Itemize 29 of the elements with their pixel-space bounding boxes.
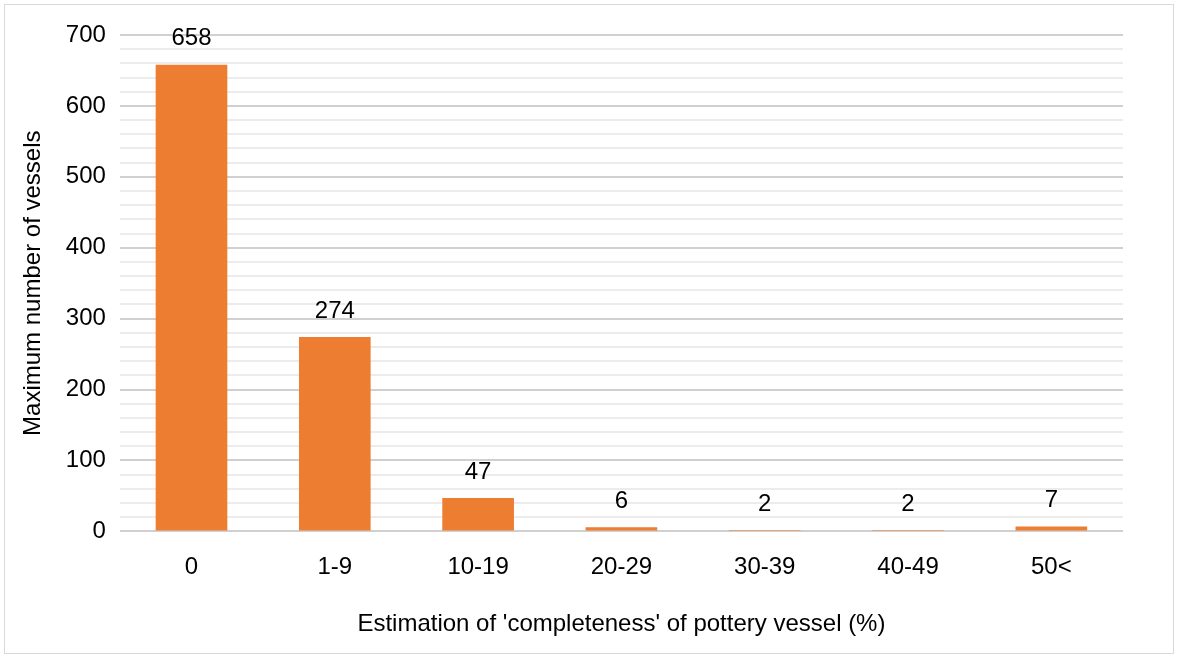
x-tick-label: 50< [1030, 552, 1072, 580]
y-axis-title: Maximum number of vessels [18, 130, 46, 436]
data-label: 2 [901, 488, 915, 516]
y-tick-label: 500 [65, 161, 106, 189]
bar [155, 64, 228, 531]
y-tick-label: 300 [65, 303, 106, 331]
bar [1015, 526, 1088, 531]
x-axis-title: Estimation of 'completeness' of pottery vessel (%) [357, 609, 886, 637]
data-label: 2 [758, 488, 772, 516]
x-tick-label: 10-19 [447, 552, 509, 580]
y-tick-label: 200 [65, 374, 106, 402]
data-label: 658 [171, 23, 212, 51]
x-tick-label: 1-9 [317, 552, 353, 580]
bar [585, 527, 658, 531]
data-label: 7 [1044, 485, 1059, 513]
bar [442, 498, 514, 531]
y-tick-label: 700 [65, 19, 106, 47]
data-label: 47 [464, 456, 492, 484]
x-tick-label: 20-29 [590, 552, 653, 580]
y-tick-label: 400 [65, 232, 106, 260]
x-tick-label: 30-39 [734, 552, 796, 580]
x-tick-label: 0 [184, 552, 199, 580]
data-label: 6 [614, 485, 629, 513]
y-tick-label: 600 [65, 90, 106, 118]
y-tick-label: 0 [92, 516, 106, 544]
x-tick-label: 40-49 [877, 552, 939, 580]
y-tick-label: 100 [65, 445, 106, 473]
bar [298, 337, 371, 531]
data-label: 274 [314, 295, 355, 323]
